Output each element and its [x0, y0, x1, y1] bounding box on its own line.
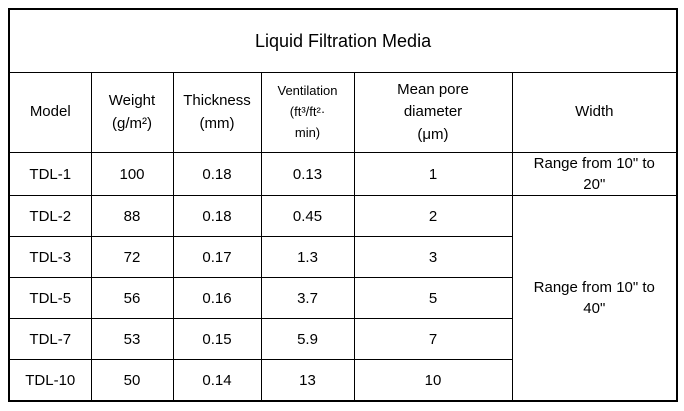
cell-model: TDL-10 — [8, 359, 92, 402]
cell-ventilation: 3.7 — [260, 277, 355, 319]
column-header-mean-pore-diameter: Mean pore diameter (μm) — [353, 72, 513, 153]
cell-ventilation: 0.13 — [260, 152, 355, 196]
table-row: TDL-2 88 0.18 0.45 2 Range from 10" to 4… — [8, 195, 678, 402]
column-header-ventilation: Ventilation (ft³/ft²· min) — [260, 72, 355, 153]
cell-model: TDL-2 — [8, 195, 92, 237]
cell-thickness: 0.16 — [172, 277, 262, 319]
cell-ventilation: 1.3 — [260, 236, 355, 278]
cell-model: TDL-1 — [8, 152, 92, 196]
cell-pore-diameter: 2 — [353, 195, 513, 237]
table-row: TDL-10 50 0.14 13 10 — [8, 359, 677, 402]
cell-weight: 72 — [90, 236, 174, 278]
cell-ventilation: 0.45 — [260, 195, 355, 237]
table-row: TDL-7 53 0.15 5.9 7 — [8, 318, 677, 360]
column-header-width: Width — [511, 72, 678, 153]
cell-weight: 50 — [90, 359, 174, 402]
filtration-media-table: Liquid Filtration Media Model Weight (g/… — [8, 8, 679, 402]
cell-weight: 56 — [90, 277, 174, 319]
column-header-thickness: Thickness (mm) — [172, 72, 262, 153]
cell-weight: 100 — [90, 152, 174, 196]
table-row: TDL-1 100 0.18 0.13 1 Range from 10" to … — [8, 152, 678, 196]
cell-thickness: 0.18 — [172, 195, 262, 237]
header-row: Model Weight (g/m²) Thickness (mm) Venti… — [8, 72, 678, 153]
cell-thickness: 0.15 — [172, 318, 262, 360]
cell-model: TDL-3 — [8, 236, 92, 278]
cell-pore-diameter: 3 — [353, 236, 513, 278]
cell-pore-diameter: 1 — [353, 152, 513, 196]
cell-thickness: 0.18 — [172, 152, 262, 196]
cell-thickness: 0.17 — [172, 236, 262, 278]
table-title: Liquid Filtration Media — [8, 8, 678, 73]
cell-thickness: 0.14 — [172, 359, 262, 402]
title-row: Liquid Filtration Media — [8, 8, 678, 73]
cell-width-range-10-40: Range from 10" to 40" — [511, 195, 678, 402]
cell-weight: 88 — [90, 195, 174, 237]
cell-pore-diameter: 7 — [353, 318, 513, 360]
column-header-model: Model — [8, 72, 92, 153]
table-row: TDL-3 72 0.17 1.3 3 — [8, 236, 677, 278]
cell-width-range-10-20: Range from 10" to 20" — [511, 152, 678, 196]
cell-model: TDL-5 — [8, 277, 92, 319]
cell-model: TDL-7 — [8, 318, 92, 360]
cell-ventilation: 13 — [260, 359, 355, 402]
cell-weight: 53 — [90, 318, 174, 360]
table-row: TDL-5 56 0.16 3.7 5 — [8, 277, 677, 319]
cell-pore-diameter: 10 — [353, 359, 513, 402]
cell-pore-diameter: 5 — [353, 277, 513, 319]
column-header-weight: Weight (g/m²) — [90, 72, 174, 153]
cell-ventilation: 5.9 — [260, 318, 355, 360]
